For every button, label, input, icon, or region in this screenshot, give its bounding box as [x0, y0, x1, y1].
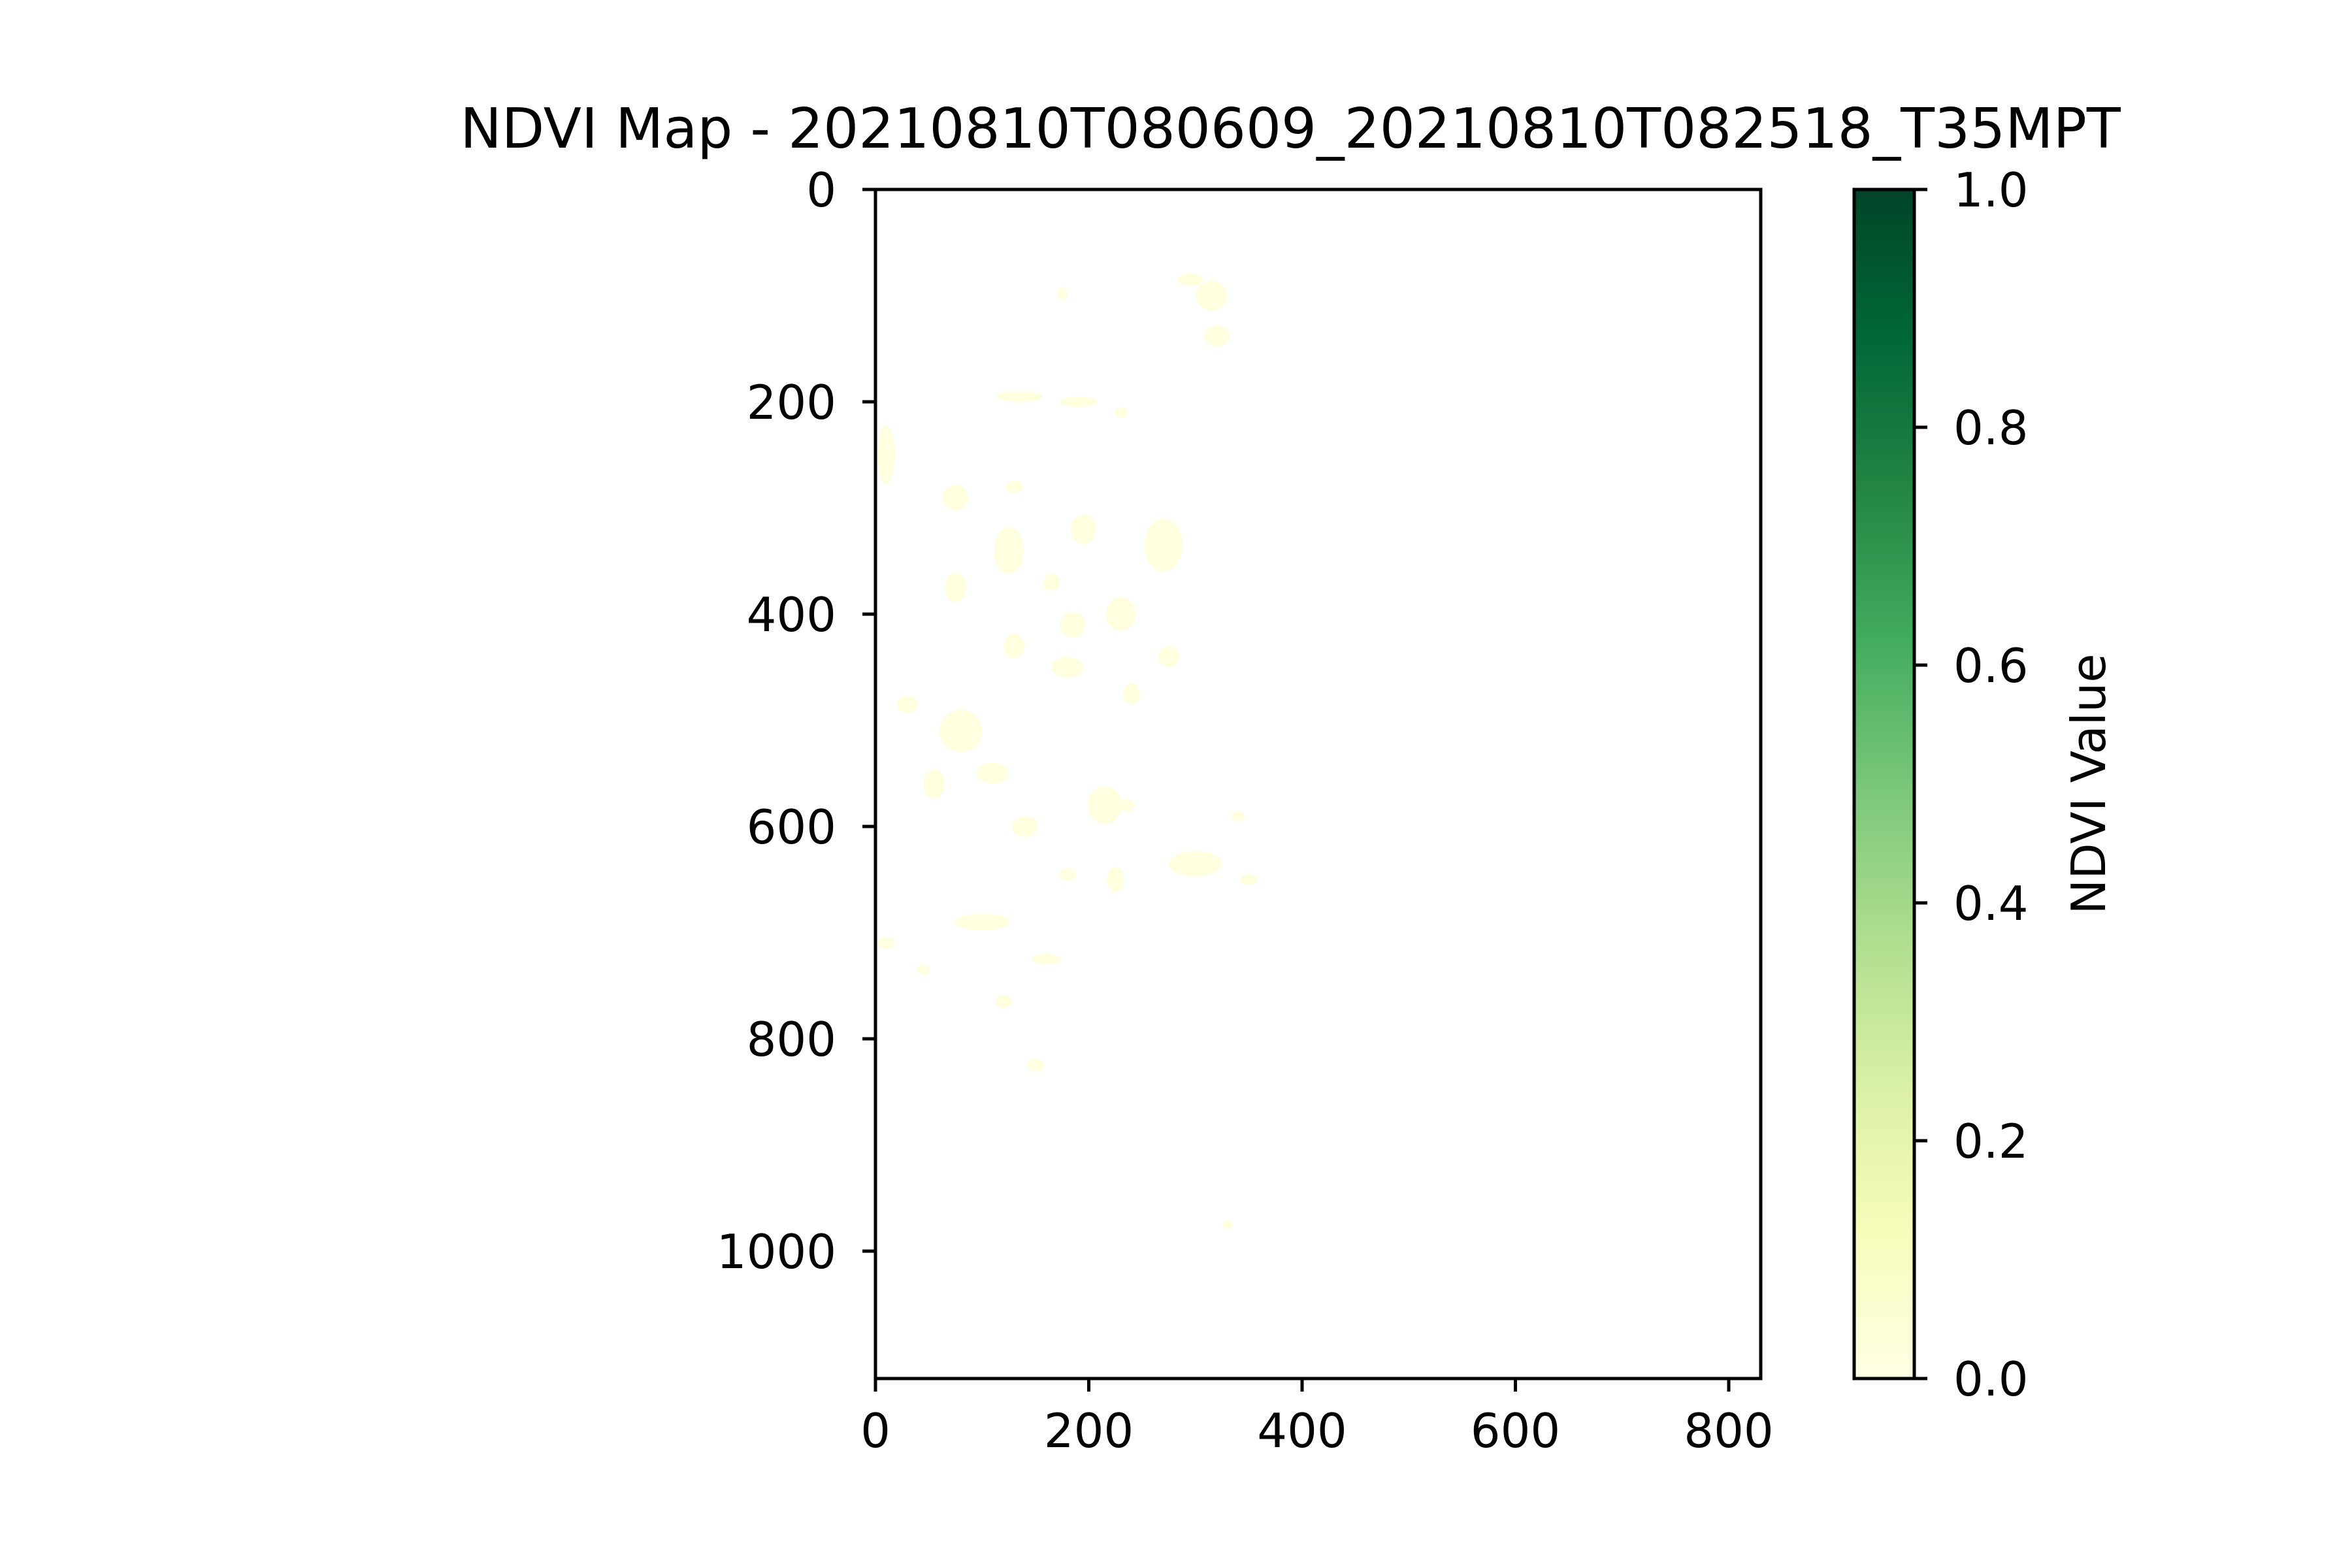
y-tick-label: 800	[747, 1012, 836, 1067]
ndvi-pixel-19	[1158, 645, 1180, 668]
colorbar-ticks: 0.0 0.2 0.4 0.6 0.8 1.0	[1914, 163, 2029, 1407]
ndvi-pixel-layer	[877, 273, 1258, 1229]
ndvi-pixel-27	[1011, 815, 1038, 838]
ndvi-pixel-8	[942, 484, 969, 510]
ndvi-pixel-18	[1051, 657, 1084, 678]
ndvi-pixel-38	[1026, 1058, 1044, 1072]
colorbar-tick-label: 0.8	[1953, 400, 2029, 455]
x-tick-label: 400	[1257, 1403, 1347, 1458]
x-tick-label: 0	[860, 1403, 890, 1458]
ndvi-pixel-13	[945, 572, 966, 603]
ndvi-pixel-21	[896, 696, 919, 713]
ndvi-pixel-14	[1043, 574, 1060, 591]
ndvi-pixel-3	[1056, 287, 1068, 300]
y-tick-label: 600	[747, 800, 836, 855]
ndvi-pixel-5	[1058, 396, 1098, 408]
ndvi-pixel-12	[1144, 518, 1183, 572]
ndvi-pixel-33	[954, 913, 1010, 931]
ndvi-pixel-39	[1222, 1220, 1233, 1229]
colorbar-tick-label: 1.0	[1953, 163, 2029, 218]
ndvi-pixel-15	[1060, 612, 1086, 638]
ndvi-pixel-9	[1005, 480, 1023, 493]
ndvi-pixel-29	[1240, 874, 1258, 885]
ndvi-pixel-11	[1070, 514, 1096, 544]
ndvi-pixel-7	[877, 425, 895, 485]
x-tick-label: 200	[1044, 1403, 1134, 1458]
ndvi-pixel-10	[994, 527, 1024, 574]
colorbar-gradient	[1852, 188, 1916, 1380]
colorbar-tick-label: 0.6	[1953, 638, 2029, 693]
ndvi-pixel-17	[1003, 633, 1025, 659]
ndvi-pixel-36	[917, 964, 930, 975]
colorbar-tick-label: 0.0	[1953, 1352, 2029, 1407]
y-tick-label: 1000	[717, 1224, 836, 1279]
x-axis: 0 200 400 600 800	[860, 1379, 1774, 1458]
plot-frame	[874, 188, 1763, 1380]
ndvi-pixel-34	[1031, 954, 1062, 965]
ndvi-pixel-4	[996, 391, 1043, 402]
ndvi-pixel-1	[1177, 273, 1203, 286]
colorbar-tick-label: 0.4	[1953, 876, 2029, 931]
x-tick-label: 800	[1684, 1403, 1773, 1458]
plot-area	[874, 188, 1763, 1380]
ndvi-pixel-23	[977, 762, 1009, 784]
y-tick-label: 200	[747, 375, 836, 430]
ndvi-pixel-28	[1168, 851, 1222, 877]
ndvi-pixel-24	[923, 769, 945, 799]
ndvi-pixel-0	[1195, 280, 1228, 311]
ndvi-pixel-20	[1122, 683, 1140, 705]
ndvi-pixel-32	[1232, 810, 1245, 821]
y-tick-label: 0	[806, 163, 836, 218]
ndvi-pixel-16	[1105, 597, 1136, 631]
ndvi-pixel-22	[939, 710, 983, 753]
y-axis: 0 200 400 600 800 1000	[717, 163, 875, 1279]
x-tick-label: 600	[1471, 1403, 1560, 1458]
y-tick-label: 400	[747, 587, 836, 642]
plot-background	[875, 189, 1761, 1379]
chart-title: NDVI Map - 20210810T080609_20210810T0825…	[460, 97, 2121, 161]
colorbar-tick-label: 0.2	[1953, 1114, 2029, 1169]
ndvi-pixel-31	[1107, 866, 1124, 892]
colorbar-label: NDVI Value	[2061, 653, 2116, 914]
ndvi-pixel-35	[877, 937, 895, 950]
colorbar: 0.0 0.2 0.4 0.6 0.8 1.0 NDVI Value	[1852, 163, 2116, 1407]
ndvi-pixel-6	[1114, 407, 1128, 418]
ndvi-pixel-37	[994, 995, 1012, 1008]
ndvi-pixel-2	[1203, 325, 1230, 347]
ndvi-pixel-30	[1058, 868, 1076, 881]
ndvi-pixel-26	[1117, 798, 1135, 812]
ndvi-pixel-25	[1087, 786, 1122, 825]
